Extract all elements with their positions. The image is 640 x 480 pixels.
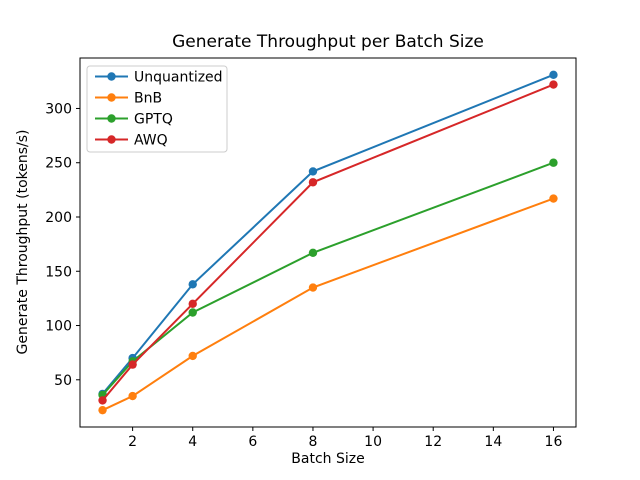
legend-box (86, 65, 228, 153)
legend-marker-awq (107, 135, 116, 144)
legend-marker-bnb (107, 93, 116, 102)
data-point-awq (549, 80, 558, 89)
legend-marker-gptq (107, 114, 116, 123)
x-tick-label: 16 (545, 434, 563, 450)
legend-marker-unquantized (107, 72, 116, 81)
data-point-bnb (308, 283, 318, 292)
x-tick-label: 12 (424, 434, 442, 450)
x-tick-label: 4 (188, 434, 197, 450)
data-point-bnb (128, 391, 137, 401)
data-point-awq (128, 360, 137, 369)
series-layer (98, 70, 558, 415)
y-tick-label: 200 (45, 210, 72, 226)
y-axis-label: Generate Throughput (tokens/s) (15, 130, 31, 355)
data-point-unquantized (549, 70, 558, 80)
data-point-unquantized (188, 280, 197, 289)
legend-label-bnb: BnB (134, 91, 162, 107)
plot-border (79, 57, 577, 428)
data-point-gptq (188, 308, 197, 317)
data-point-awq (188, 299, 197, 309)
y-tick-label: 100 (45, 319, 72, 335)
x-tick-label: 8 (309, 434, 318, 450)
x-axis-ticks: 2 4 6 8 10 12 14 16 (128, 427, 562, 450)
chart-title: Generate Throughput per Batch Size (172, 32, 484, 52)
data-point-unquantized (308, 167, 318, 176)
legend: Unquantized BnB GPTQ AWQ (86, 65, 228, 153)
axes-frame (79, 57, 577, 428)
x-tick-label: 6 (248, 434, 257, 450)
legend-label-unquantized: Unquantized (134, 70, 223, 86)
x-tick-label: 14 (484, 434, 502, 450)
x-tick-label: 2 (128, 434, 137, 450)
data-point-gptq (308, 248, 318, 258)
x-tick-label: 10 (364, 434, 382, 450)
y-tick-label: 50 (54, 373, 72, 389)
legend-label-awq: AWQ (134, 133, 168, 149)
y-tick-label: 300 (45, 101, 72, 117)
data-point-gptq (549, 158, 558, 167)
y-tick-label: 250 (45, 156, 72, 172)
data-point-awq (308, 178, 318, 187)
x-axis-label: Batch Size (291, 451, 364, 467)
data-point-awq (98, 396, 107, 405)
data-point-bnb (98, 405, 107, 415)
legend-label-gptq: GPTQ (134, 112, 173, 128)
data-point-bnb (549, 194, 558, 203)
data-point-bnb (188, 351, 197, 361)
series-line-bnb (102, 197, 554, 412)
series-line-gptq (101, 161, 554, 396)
y-axis-ticks: 50 100 150 200 250 300 (45, 101, 80, 389)
y-tick-label: 150 (45, 264, 72, 280)
